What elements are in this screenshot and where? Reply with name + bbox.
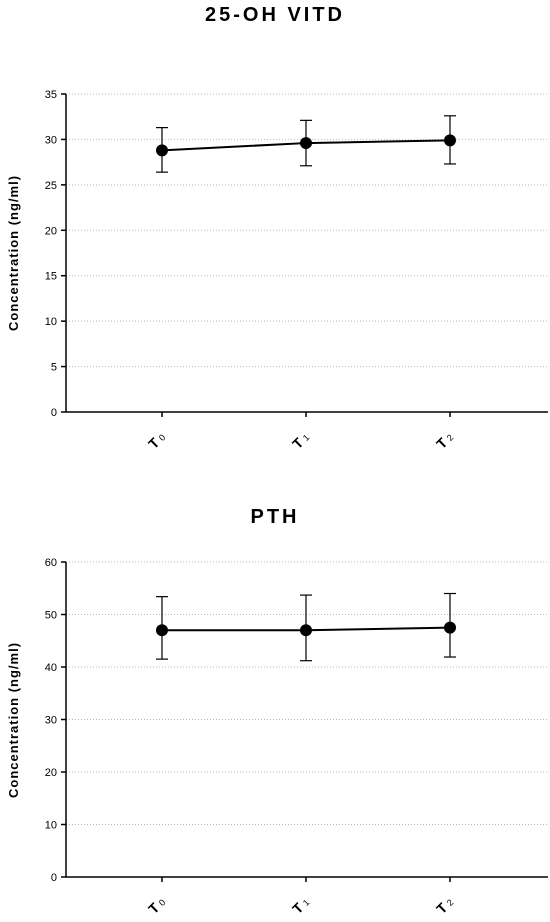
y-tick-label: 0 xyxy=(51,407,57,419)
x-tick-label-sub: 2 xyxy=(445,897,456,908)
data-point xyxy=(444,621,456,634)
y-axis-label: Concentration (ng/ml) xyxy=(6,175,21,331)
y-tick-label: 30 xyxy=(45,715,57,727)
x-tick-label: T0 xyxy=(145,429,168,452)
chart-pth: PTH 0 10 20 30 40 50 60 Concentration (ng/ml) T0… xyxy=(0,470,550,922)
y-tick-label: 60 xyxy=(45,557,57,569)
y-tick-label: 20 xyxy=(45,225,57,237)
x-tick-label: T0 xyxy=(145,894,168,917)
y-tick-label: 35 xyxy=(45,89,57,101)
chart-title: 25-OH VITD xyxy=(204,4,346,26)
y-tick-label: 15 xyxy=(45,271,57,283)
data-point xyxy=(156,624,168,637)
x-tick-label-sub: 2 xyxy=(445,432,456,443)
y-tick-label: 0 xyxy=(51,872,57,884)
y-tick-label: 30 xyxy=(45,134,57,146)
y-axis-label: Concentration (ng/ml) xyxy=(6,642,21,798)
data-point xyxy=(300,137,312,150)
y-tick-label: 5 xyxy=(51,362,57,374)
chart-title: PTH xyxy=(250,506,300,528)
x-tick-label-sub: 0 xyxy=(157,432,168,443)
x-tick-label-sub: 0 xyxy=(157,897,168,908)
x-tick-label: T1 xyxy=(289,894,312,917)
y-tick-label: 50 xyxy=(45,610,57,622)
y-tick-label: 10 xyxy=(45,820,57,832)
data-point xyxy=(444,134,456,147)
x-tick-label: T2 xyxy=(433,894,456,917)
y-tick-label: 10 xyxy=(45,316,57,328)
y-tick-label: 40 xyxy=(45,662,57,674)
x-tick-label-sub: 1 xyxy=(301,897,312,908)
data-point xyxy=(156,144,168,157)
x-tick-label: T2 xyxy=(433,429,456,452)
data-point xyxy=(300,624,312,637)
y-tick-label: 20 xyxy=(45,767,57,779)
y-tick-label: 25 xyxy=(45,180,57,192)
x-tick-label-sub: 1 xyxy=(301,432,312,443)
x-tick-label: T1 xyxy=(289,429,312,452)
chart-25-oh-vitd: 25-OH VITD 0 5 10 15 20 25 30 35 Concentration (… xyxy=(6,4,548,452)
